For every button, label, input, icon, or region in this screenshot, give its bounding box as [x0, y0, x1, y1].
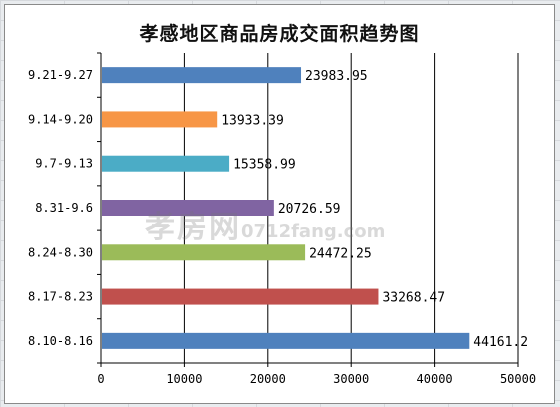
- category-label: 8.24-8.30: [28, 245, 93, 259]
- chart-title: 孝感地区商品房成交面积趋势图: [139, 23, 420, 45]
- bar: [102, 288, 379, 305]
- bar: [102, 111, 218, 128]
- category-label: 8.17-8.23: [28, 290, 93, 304]
- x-tick-label: 40000: [417, 372, 453, 386]
- category-label: 9.14-9.20: [28, 112, 93, 126]
- data-label: 13933.39: [221, 113, 284, 128]
- chart-area[interactable]: 孝感地区商品房成交面积趋势图 0 10000 20000 30000 40000 5000…: [4, 4, 555, 404]
- x-tick-label: 50000: [500, 372, 536, 386]
- bar: [102, 332, 470, 349]
- x-tick-label: 10000: [166, 372, 202, 386]
- x-tick-label: 0: [97, 372, 104, 386]
- data-label: 44161.2: [473, 335, 528, 350]
- bar-chart: 0 10000 20000 30000 40000 50000 9.21-9.27 23983…: [28, 52, 536, 386]
- category-label: 8.10-8.16: [28, 334, 93, 348]
- bar: [102, 200, 274, 216]
- x-tick-label: 20000: [250, 372, 286, 386]
- data-label: 15358.99: [233, 158, 296, 173]
- bar: [102, 67, 302, 84]
- data-label: 24472.25: [309, 246, 372, 261]
- data-label: 33268.47: [382, 291, 445, 306]
- data-label: 20726.59: [278, 202, 341, 217]
- category-label: 9.7-9.13: [35, 157, 93, 171]
- bar: [102, 155, 230, 172]
- x-tick-label: 30000: [333, 372, 369, 386]
- category-label: 8.31-9.6: [35, 201, 93, 215]
- bar: [102, 244, 306, 261]
- category-label: 9.21-9.27: [28, 68, 93, 82]
- data-label: 23983.95: [305, 69, 368, 84]
